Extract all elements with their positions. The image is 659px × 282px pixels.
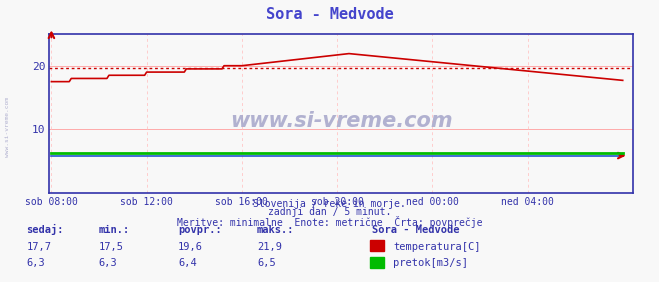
Text: Slovenija / reke in morje.: Slovenija / reke in morje. [253, 199, 406, 209]
Text: www.si-vreme.com: www.si-vreme.com [5, 97, 11, 157]
Text: povpr.:: povpr.: [178, 225, 221, 235]
Text: 6,5: 6,5 [257, 259, 275, 268]
Text: 6,3: 6,3 [26, 259, 45, 268]
Text: 6,4: 6,4 [178, 259, 196, 268]
Text: 17,5: 17,5 [99, 242, 124, 252]
Text: 17,7: 17,7 [26, 242, 51, 252]
Text: Sora - Medvode: Sora - Medvode [266, 7, 393, 22]
Text: 19,6: 19,6 [178, 242, 203, 252]
Text: sedaj:: sedaj: [26, 224, 64, 235]
Text: min.:: min.: [99, 225, 130, 235]
Text: 6,3: 6,3 [99, 259, 117, 268]
Text: Meritve: minimalne  Enote: metrične  Črta: povprečje: Meritve: minimalne Enote: metrične Črta:… [177, 216, 482, 228]
Text: zadnji dan / 5 minut.: zadnji dan / 5 minut. [268, 207, 391, 217]
Text: maks.:: maks.: [257, 225, 295, 235]
Text: Sora - Medvode: Sora - Medvode [372, 225, 460, 235]
Text: temperatura[C]: temperatura[C] [393, 242, 481, 252]
Text: 21,9: 21,9 [257, 242, 282, 252]
Text: pretok[m3/s]: pretok[m3/s] [393, 259, 469, 268]
Text: www.si-vreme.com: www.si-vreme.com [230, 111, 452, 131]
